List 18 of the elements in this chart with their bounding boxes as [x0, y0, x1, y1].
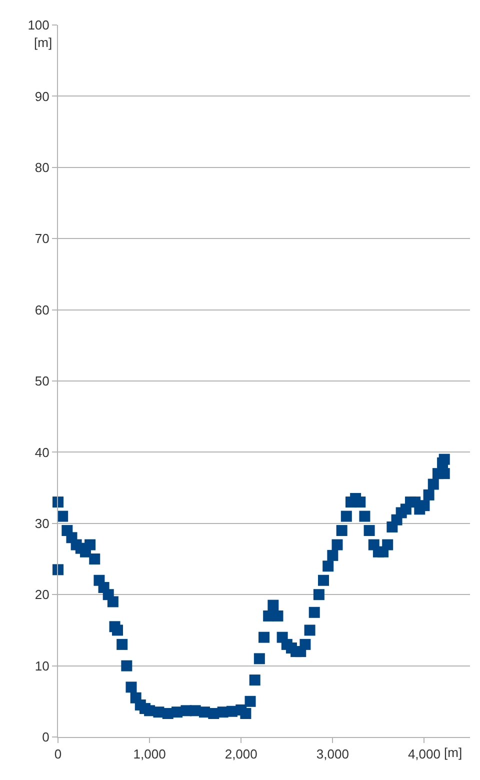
- y-tick-label: 80: [34, 160, 50, 175]
- y-tick-label: 70: [34, 231, 50, 246]
- x-tick-label: 2,000: [224, 746, 258, 762]
- y-tick-label: 20: [34, 587, 50, 602]
- x-axis-title: [m]: [444, 745, 462, 760]
- x-tick-label: 0: [54, 746, 62, 762]
- y-tick-label: 40: [34, 444, 50, 460]
- y-axis-title: [m]: [34, 35, 52, 50]
- y-tick-label: 0: [42, 730, 50, 745]
- x-tick-label: 4,000: [408, 746, 440, 762]
- y-tick-label: 10: [34, 658, 50, 674]
- y-tick-label: 30: [34, 516, 50, 531]
- y-tick-label: 90: [34, 88, 50, 104]
- y-tick-label: 100: [28, 18, 50, 33]
- y-tick-label: 60: [34, 302, 50, 318]
- y-tick-label: 50: [34, 374, 50, 389]
- x-tick-label: 1,000: [133, 746, 166, 762]
- x-tick-label: 3,000: [316, 746, 349, 762]
